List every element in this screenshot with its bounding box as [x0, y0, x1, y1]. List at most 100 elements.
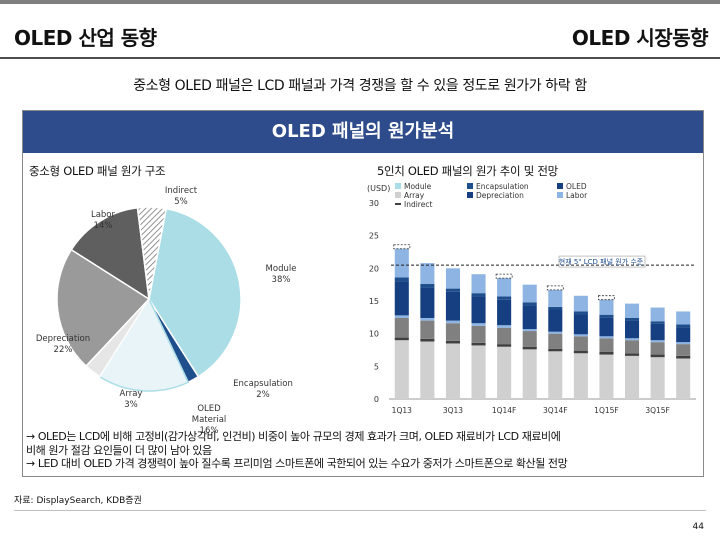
bar-segment-encapsulation	[471, 293, 486, 297]
bar-segment-depreciation	[599, 338, 614, 352]
bar-segment-array	[625, 355, 640, 399]
bar-segment-indirect	[573, 350, 588, 354]
bar-segment-module	[650, 307, 665, 322]
bar-segment-oled	[394, 281, 409, 316]
bar-segment-labor	[599, 336, 614, 339]
x-tick-label: 3Q14F	[543, 406, 568, 415]
bar-segment-array	[394, 340, 409, 399]
bar-segment-depreciation	[497, 327, 512, 345]
pie-chart: Module 38% Encapsulation 2% OLED Material 16% A…	[31, 181, 321, 441]
reference-annotation: 현재 5" LCD 패널 원가 수준	[559, 257, 644, 266]
bar-segment-oled	[522, 305, 537, 330]
y-tick-label: 10	[369, 330, 379, 339]
page-number: 44	[692, 522, 704, 532]
bar-segment-labor	[522, 329, 537, 332]
bar-segment-labor	[497, 325, 512, 328]
legend-label-array: Array	[404, 191, 425, 200]
bar-segment-module	[599, 299, 614, 315]
legend-label-encapsulation: Encapsulation	[476, 182, 529, 191]
pie-label-indirect: 5%	[174, 197, 188, 207]
bar-segment-encapsulation	[497, 296, 512, 300]
bar-segment-indirect	[394, 337, 409, 341]
legend-swatch-depreciation	[467, 192, 473, 198]
bar-segment-labor	[573, 334, 588, 337]
bar-segment-array	[650, 357, 665, 399]
note-line: → OLED는 LCD에 비해 고정비(감가상각비, 인건비) 비중이 높아 규…	[26, 430, 561, 443]
legend-swatch-module	[395, 183, 401, 189]
bar-segment-depreciation	[522, 331, 537, 347]
bar-segment-module	[522, 284, 537, 303]
bar-segment-encapsulation	[445, 288, 460, 292]
pie-label-indirect: Indirect	[165, 186, 198, 196]
header-left-title: OLED 산업 동향	[14, 26, 157, 50]
slide-subtitle: 중소형 OLED 패널은 LCD 패널과 가격 경쟁을 할 수 있을 정도로 원…	[133, 78, 587, 94]
y-tick-label: 5	[374, 362, 379, 371]
bar-segment-depreciation	[650, 342, 665, 355]
cost-analysis-panel: OLED 패널의 원가분석 중소형 OLED 패널 원가 구조 5인치 OLED…	[22, 110, 704, 477]
bar-segment-module	[420, 263, 435, 285]
bar-segment-labor	[420, 317, 435, 321]
pie-label-depreciation: 22%	[54, 345, 73, 355]
bar-segment-depreciation	[573, 336, 588, 351]
bottom-rule	[14, 510, 706, 511]
bar-chart: (USD) 0 5 10 15 20 25 30 1Q13 3Q13 1Q14F 3Q14F 1Q15F…	[361, 181, 706, 431]
bar-segment-oled	[573, 314, 588, 335]
bar-segment-depreciation	[471, 325, 486, 343]
bar-segment-labor	[676, 342, 691, 345]
pie-label-oled-material: Material	[192, 415, 227, 425]
bar-segment-array	[522, 349, 537, 399]
bar-segment-labor	[548, 331, 563, 334]
bar-segment-indirect	[625, 353, 640, 356]
bar-segment-indirect	[599, 351, 614, 355]
bar-segment-array	[573, 353, 588, 399]
x-tick-label: 1Q15F	[594, 406, 619, 415]
bar-segment-module	[625, 303, 640, 318]
bar-segment-labor	[650, 340, 665, 343]
pie-label-encapsulation: Encapsulation	[233, 379, 293, 389]
x-tick-label: 3Q13	[443, 406, 463, 415]
y-tick-label: 30	[369, 199, 379, 208]
bar-segment-module	[676, 311, 691, 325]
bar-segment-depreciation	[420, 320, 435, 339]
bar-top-marker	[393, 244, 411, 250]
bar-segment-indirect	[548, 348, 563, 352]
bar-segment-indirect	[471, 342, 486, 346]
legend-swatch-labor	[557, 192, 563, 198]
bar-top-marker	[598, 295, 615, 301]
bar-segment-indirect	[445, 340, 460, 344]
pie-label-array: 3%	[124, 400, 138, 410]
bar-segment-indirect	[420, 338, 435, 342]
legend-label-indirect: Indirect	[404, 200, 432, 209]
pie-label-labor: 14%	[94, 221, 113, 231]
bar-segment-oled	[676, 327, 691, 343]
bar-segment-oled	[497, 299, 512, 326]
top-rule	[0, 0, 720, 4]
bar-top-marker	[495, 273, 513, 279]
pie-label-oled-material: OLED	[197, 404, 221, 414]
y-tick-label: 15	[369, 297, 379, 306]
legend-swatch-encapsulation	[467, 183, 473, 189]
bar-top-marker	[546, 285, 564, 291]
pie-label-labor: Labor	[91, 210, 116, 220]
bar-segment-module	[548, 289, 563, 307]
bar-segment-oled	[650, 323, 665, 341]
pie-label-encapsulation: 2%	[256, 390, 270, 400]
y-tick-label: 20	[369, 264, 379, 273]
bar-segment-oled	[548, 309, 563, 332]
header-rule	[0, 57, 720, 59]
bar-segment-depreciation	[445, 323, 460, 341]
pie-label-module: 38%	[272, 275, 291, 285]
bar-segment-array	[599, 354, 614, 399]
bar-segment-indirect	[497, 344, 512, 347]
bar-segment-oled	[420, 287, 435, 318]
bar-segment-encapsulation	[394, 277, 409, 282]
bar-segment-module	[471, 274, 486, 294]
bar-segment-depreciation	[394, 317, 409, 338]
bar-segment-encapsulation	[548, 306, 563, 310]
notes-block: → OLED는 LCD에 비해 고정비(감가상각비, 인건비) 비중이 높아 규…	[26, 430, 716, 471]
x-tick-label: 1Q13	[392, 406, 412, 415]
bar-segment-depreciation	[676, 344, 691, 356]
pie-label-depreciation: Depreciation	[36, 334, 90, 344]
bar-segment-encapsulation	[625, 317, 640, 321]
pie-label-array: Array	[120, 389, 143, 399]
